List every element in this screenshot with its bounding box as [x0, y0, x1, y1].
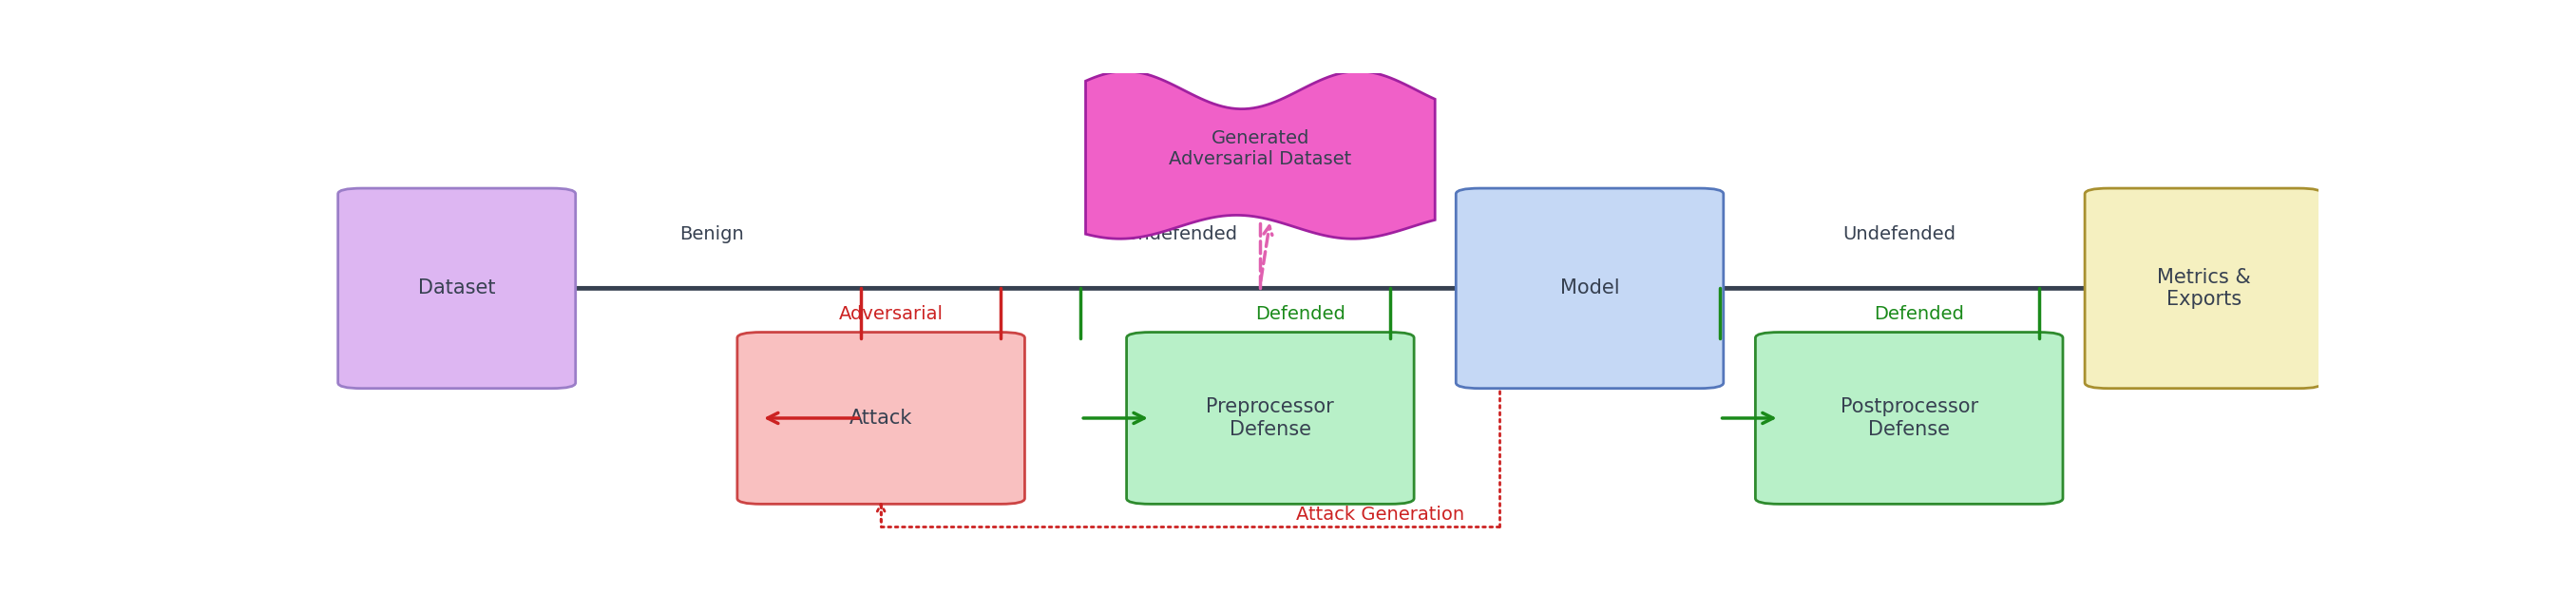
Text: Attack: Attack — [850, 409, 912, 428]
Text: Defended: Defended — [1875, 305, 1963, 323]
Text: Dataset: Dataset — [417, 279, 495, 298]
Text: Metrics &
Exports: Metrics & Exports — [2156, 268, 2251, 309]
Text: Defended: Defended — [1255, 305, 1345, 323]
FancyBboxPatch shape — [737, 332, 1025, 504]
Text: Postprocessor
Defense: Postprocessor Defense — [1839, 398, 1978, 439]
Text: Preprocessor
Defense: Preprocessor Defense — [1206, 398, 1334, 439]
Text: Benign: Benign — [680, 225, 744, 243]
Text: Undefended: Undefended — [1123, 225, 1236, 243]
Text: Attack Generation: Attack Generation — [1296, 506, 1463, 524]
FancyBboxPatch shape — [2084, 188, 2324, 389]
FancyBboxPatch shape — [1126, 332, 1414, 504]
Text: Generated
Adversarial Dataset: Generated Adversarial Dataset — [1170, 129, 1352, 169]
FancyBboxPatch shape — [1455, 188, 1723, 389]
Text: Adversarial: Adversarial — [840, 305, 943, 323]
FancyBboxPatch shape — [337, 188, 574, 389]
FancyBboxPatch shape — [1754, 332, 2063, 504]
Text: Undefended: Undefended — [1842, 225, 1955, 243]
Text: Model: Model — [1561, 279, 1620, 298]
PathPatch shape — [1084, 71, 1435, 238]
